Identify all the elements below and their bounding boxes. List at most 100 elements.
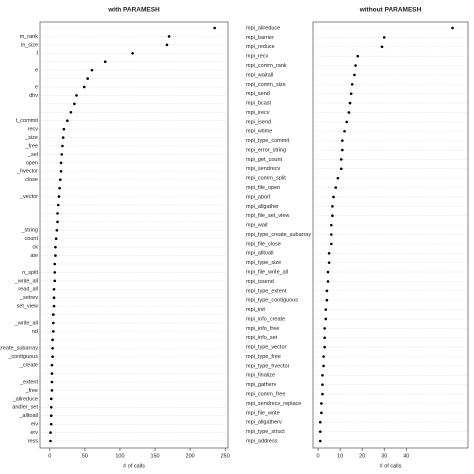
category-label: close bbox=[25, 177, 38, 183]
category-label: read_all bbox=[18, 287, 38, 293]
category-label: _create bbox=[19, 363, 38, 369]
category-label: m_rank bbox=[20, 34, 39, 40]
category-label: _size bbox=[24, 135, 38, 141]
dot bbox=[59, 161, 63, 165]
dot bbox=[82, 85, 86, 89]
dot bbox=[349, 92, 353, 96]
dot bbox=[323, 327, 326, 330]
x-tick-label: 50 bbox=[82, 453, 88, 459]
dot bbox=[62, 127, 66, 131]
category-label: mpi_bcast bbox=[246, 101, 272, 107]
dot bbox=[321, 392, 324, 396]
category-label: mpi_comm_size bbox=[246, 82, 286, 88]
dot bbox=[322, 364, 325, 368]
dot bbox=[339, 158, 343, 161]
dot bbox=[49, 422, 53, 426]
dot bbox=[52, 287, 56, 291]
category-label: mpi_info_set bbox=[246, 335, 278, 341]
category-label: mpi_recv bbox=[246, 54, 269, 60]
category-label: mpi_file_set_view bbox=[246, 213, 289, 219]
dot bbox=[354, 64, 357, 67]
panel-title: without PARAMESH bbox=[359, 7, 422, 14]
plot-frame bbox=[312, 21, 469, 449]
dot bbox=[131, 51, 134, 55]
dot bbox=[53, 271, 57, 274]
category-label: t bbox=[36, 51, 38, 57]
category-label: mpi_reduce bbox=[246, 44, 275, 50]
dot bbox=[69, 110, 73, 114]
dot bbox=[54, 245, 57, 249]
category-label: mpi_type_struct bbox=[246, 429, 285, 435]
dot bbox=[56, 220, 59, 224]
category-label: mpi_type_size bbox=[246, 260, 281, 266]
dot bbox=[73, 102, 76, 106]
category-label: _write_all bbox=[14, 278, 38, 284]
dot bbox=[50, 380, 54, 384]
category-label: _sel bbox=[27, 152, 38, 158]
dot bbox=[49, 414, 53, 418]
dot bbox=[382, 36, 386, 39]
dot bbox=[327, 261, 331, 264]
dot bbox=[321, 383, 324, 386]
category-label: eiv bbox=[31, 422, 38, 428]
dot bbox=[51, 346, 54, 350]
dot bbox=[61, 136, 65, 139]
dot bbox=[58, 186, 61, 190]
dot bbox=[343, 129, 346, 133]
dot bbox=[90, 68, 94, 72]
dot bbox=[353, 73, 356, 77]
dot bbox=[326, 280, 330, 283]
category-label: mpi_address bbox=[246, 438, 278, 444]
x-tick-label: 100 bbox=[115, 453, 124, 459]
category-label: e bbox=[35, 84, 38, 90]
dot bbox=[322, 355, 325, 358]
category-label: _extent bbox=[19, 379, 39, 385]
dot bbox=[325, 298, 329, 302]
dot bbox=[59, 169, 63, 173]
x-tick-label: 10 bbox=[337, 453, 343, 459]
dot bbox=[49, 397, 53, 401]
category-label: m_size bbox=[21, 42, 38, 48]
x-tick-label: 250 bbox=[221, 453, 230, 459]
dot bbox=[54, 254, 57, 257]
dot bbox=[56, 203, 60, 207]
dot bbox=[55, 228, 59, 232]
category-label: mpi_gatherv bbox=[246, 382, 277, 388]
category-label: mpi_type_hvector bbox=[246, 363, 290, 369]
dot bbox=[52, 304, 56, 308]
category-label: mpi_barrier bbox=[246, 35, 274, 41]
category-label: mpi_allgatherv bbox=[246, 420, 282, 426]
category-label: _contiguous bbox=[7, 354, 38, 360]
dot bbox=[331, 205, 334, 208]
category-label: open bbox=[26, 160, 38, 166]
category-label: mpi_info_create bbox=[246, 316, 285, 322]
dot bbox=[54, 237, 58, 241]
category-label: mpi_init bbox=[246, 307, 265, 313]
dot bbox=[345, 120, 349, 124]
x-tick-label: 150 bbox=[150, 453, 159, 459]
dot bbox=[336, 176, 340, 180]
dot bbox=[332, 195, 335, 199]
dot bbox=[324, 308, 328, 311]
dot bbox=[59, 178, 62, 182]
category-label: mpi_type_vector bbox=[246, 345, 287, 351]
dot bbox=[330, 242, 333, 246]
x-axis-label: # of calls bbox=[123, 463, 145, 469]
category-label: dhv bbox=[29, 93, 38, 99]
dot bbox=[341, 148, 344, 152]
dot bbox=[66, 119, 69, 123]
category-label: mpi_comm_split bbox=[246, 176, 286, 182]
dot bbox=[451, 26, 454, 30]
category-label: mpi_type_create_subarray bbox=[246, 232, 311, 238]
dot bbox=[51, 355, 54, 359]
category-label: _setrev bbox=[19, 295, 38, 301]
dot bbox=[86, 77, 90, 80]
x-tick-label: 20 bbox=[359, 453, 365, 459]
category-label: mpi_error_string bbox=[246, 147, 286, 153]
category-label: andler_set bbox=[12, 405, 38, 411]
dot bbox=[318, 420, 322, 424]
dot bbox=[53, 262, 57, 266]
dot bbox=[167, 35, 171, 38]
category-label: _allreduce bbox=[12, 396, 38, 402]
category-label: mpi_wait bbox=[246, 223, 268, 229]
